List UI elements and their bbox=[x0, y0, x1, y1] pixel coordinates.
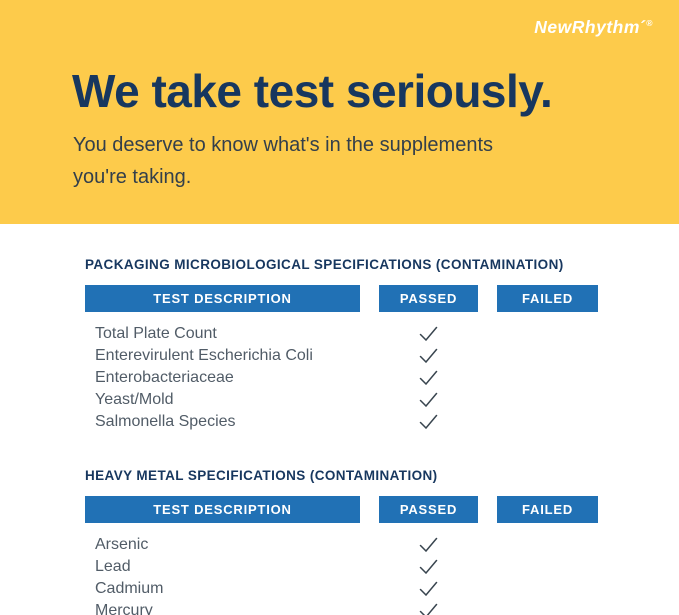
brand-logo: NewRhythm´® bbox=[534, 17, 653, 38]
passed-cell bbox=[379, 413, 478, 431]
table-row: Enterobacteriaceae bbox=[85, 367, 598, 389]
test-name: Yeast/Mold bbox=[95, 391, 174, 408]
hero-banner: NewRhythm´® We take test seriously. You … bbox=[0, 0, 679, 224]
column-header-passed: PASSED bbox=[379, 496, 478, 523]
test-name: Enterobacteriaceae bbox=[95, 369, 234, 386]
check-icon bbox=[419, 558, 438, 575]
check-icon bbox=[419, 347, 438, 364]
passed-cell bbox=[379, 391, 478, 409]
test-name: Enterevirulent Escherichia Coli bbox=[95, 347, 313, 364]
check-icon bbox=[419, 602, 438, 615]
test-name: Mercury bbox=[95, 602, 153, 615]
column-header-failed: FAILED bbox=[497, 496, 598, 523]
table-header-row: TEST DESCRIPTION PASSED FAILED bbox=[85, 285, 598, 312]
check-icon bbox=[419, 580, 438, 597]
table-body: Arsenic Lead Cadmium bbox=[85, 534, 598, 615]
passed-cell bbox=[379, 580, 478, 598]
passed-cell bbox=[379, 602, 478, 615]
passed-cell bbox=[379, 558, 478, 576]
table-row: Enterevirulent Escherichia Coli bbox=[85, 345, 598, 367]
check-icon bbox=[419, 536, 438, 553]
passed-cell bbox=[379, 369, 478, 387]
check-icon bbox=[419, 413, 438, 430]
page-title: We take test seriously. bbox=[72, 65, 553, 117]
test-name: Cadmium bbox=[95, 580, 164, 597]
test-name: Salmonella Species bbox=[95, 413, 236, 430]
spec-sections: PACKAGING MICROBIOLOGICAL SPECIFICATIONS… bbox=[0, 224, 679, 615]
table-row: Mercury bbox=[85, 600, 598, 615]
section-title: HEAVY METAL SPECIFICATIONS (CONTAMINATIO… bbox=[85, 468, 438, 483]
spec-section: PACKAGING MICROBIOLOGICAL SPECIFICATIONS… bbox=[85, 257, 598, 433]
table-body: Total Plate Count Enterevirulent Escheri… bbox=[85, 323, 598, 433]
column-header-test-description: TEST DESCRIPTION bbox=[85, 496, 360, 523]
table-row: Cadmium bbox=[85, 578, 598, 600]
registered-trademark-icon: ® bbox=[646, 18, 653, 29]
column-header-failed: FAILED bbox=[497, 285, 598, 312]
check-icon bbox=[419, 369, 438, 386]
table-row: Total Plate Count bbox=[85, 323, 598, 345]
column-header-test-description: TEST DESCRIPTION bbox=[85, 285, 360, 312]
section-title: PACKAGING MICROBIOLOGICAL SPECIFICATIONS… bbox=[85, 257, 564, 272]
column-header-passed: PASSED bbox=[379, 285, 478, 312]
test-name: Total Plate Count bbox=[95, 325, 217, 342]
page-subtitle: You deserve to know what's in the supple… bbox=[73, 134, 493, 188]
passed-cell bbox=[379, 536, 478, 554]
table-row: Salmonella Species bbox=[85, 411, 598, 433]
passed-cell bbox=[379, 325, 478, 343]
test-name: Lead bbox=[95, 558, 131, 575]
check-icon bbox=[419, 391, 438, 408]
table-row: Arsenic bbox=[85, 534, 598, 556]
table-header-row: TEST DESCRIPTION PASSED FAILED bbox=[85, 496, 598, 523]
test-name: Arsenic bbox=[95, 536, 149, 553]
check-icon bbox=[419, 325, 438, 342]
brand-logo-text: NewRhythm bbox=[534, 17, 640, 37]
passed-cell bbox=[379, 347, 478, 365]
table-row: Yeast/Mold bbox=[85, 389, 598, 411]
brand-logo-swash: ´ bbox=[638, 17, 646, 37]
spec-section: HEAVY METAL SPECIFICATIONS (CONTAMINATIO… bbox=[85, 468, 598, 615]
table-row: Lead bbox=[85, 556, 598, 578]
